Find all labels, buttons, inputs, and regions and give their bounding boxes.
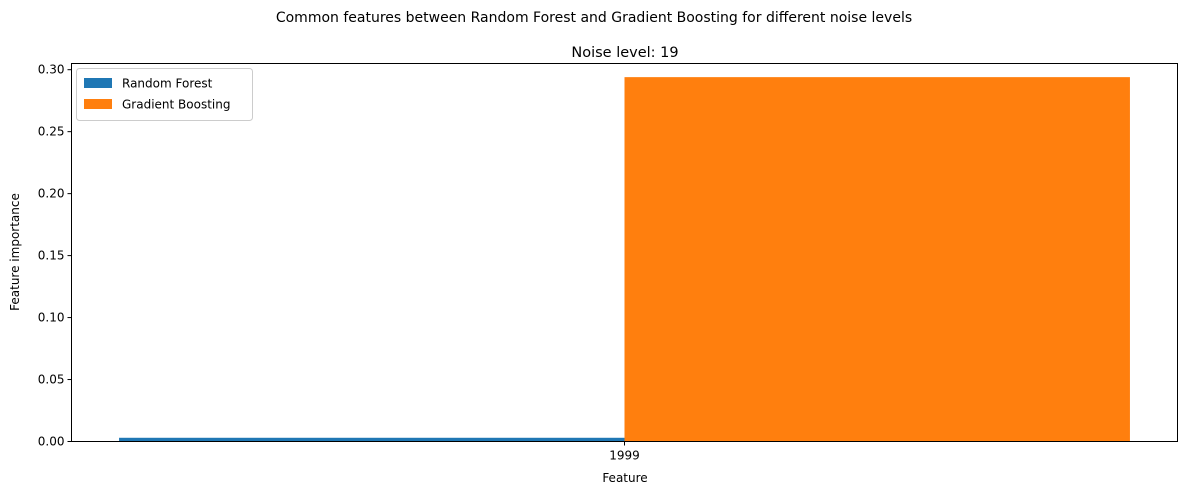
legend-swatch-random-forest: [84, 78, 112, 88]
legend-swatch-gradient-boosting: [84, 99, 112, 109]
y-axis-ticks: 0.00 0.05 0.10 0.15 0.20 0.25 0.30: [38, 63, 72, 449]
bars-group: [119, 77, 1130, 441]
legend: Random Forest Gradient Boosting: [77, 69, 253, 121]
y-tick-label: 0.05: [38, 373, 65, 387]
legend-label-gradient-boosting: Gradient Boosting: [122, 98, 230, 112]
bar-random-forest-1999: [119, 438, 624, 442]
y-tick-label: 0.10: [38, 311, 65, 325]
axes-title: Noise level: 19: [571, 45, 678, 61]
y-axis-label: Feature importance: [8, 193, 22, 311]
bar-gradient-boosting-1999: [625, 77, 1130, 441]
y-tick-label: 0.20: [38, 187, 65, 201]
legend-label-random-forest: Random Forest: [122, 77, 213, 91]
x-tick-label: 1999: [609, 449, 640, 463]
y-tick-label: 0.15: [38, 249, 65, 263]
y-tick-label: 0.00: [38, 435, 65, 449]
x-axis-ticks: 1999: [609, 442, 640, 463]
figure-suptitle: Common features between Random Forest an…: [276, 10, 912, 26]
x-axis-label: Feature: [602, 471, 647, 485]
y-tick-label: 0.30: [38, 63, 65, 77]
y-tick-label: 0.25: [38, 125, 65, 139]
